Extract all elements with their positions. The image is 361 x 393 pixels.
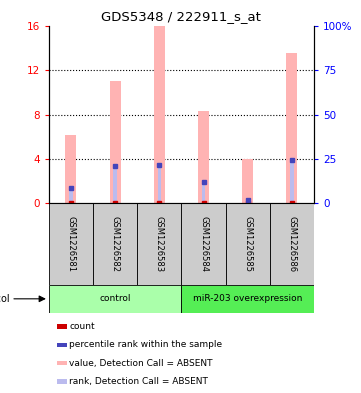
Bar <box>154 26 165 204</box>
Text: GSM1226584: GSM1226584 <box>199 216 208 272</box>
Bar <box>270 204 314 285</box>
Text: GSM1226581: GSM1226581 <box>66 216 75 272</box>
Bar <box>226 204 270 285</box>
Text: control: control <box>99 294 131 303</box>
Bar <box>57 379 67 384</box>
Text: percentile rank within the sample: percentile rank within the sample <box>69 340 222 349</box>
Text: GSM1226585: GSM1226585 <box>243 216 252 272</box>
Text: GSM1226583: GSM1226583 <box>155 216 164 272</box>
Text: protocol: protocol <box>0 294 10 304</box>
Bar <box>286 53 297 204</box>
Bar <box>49 204 93 285</box>
Bar <box>109 81 121 204</box>
Text: rank, Detection Call = ABSENT: rank, Detection Call = ABSENT <box>69 377 208 386</box>
Text: GSM1226586: GSM1226586 <box>287 216 296 272</box>
Bar <box>93 204 137 285</box>
Text: count: count <box>69 322 95 331</box>
Bar <box>57 343 67 347</box>
Title: GDS5348 / 222911_s_at: GDS5348 / 222911_s_at <box>101 10 261 23</box>
Bar <box>181 204 226 285</box>
Bar <box>242 159 253 204</box>
Bar <box>113 165 117 204</box>
Bar <box>198 111 209 204</box>
Bar <box>157 163 161 204</box>
Text: GSM1226582: GSM1226582 <box>110 216 119 272</box>
Bar <box>181 285 314 313</box>
Bar <box>65 134 77 204</box>
Bar <box>69 187 73 204</box>
Bar <box>57 361 67 365</box>
Bar <box>49 285 181 313</box>
Bar <box>246 199 249 204</box>
Bar <box>137 204 182 285</box>
Bar <box>57 325 67 329</box>
Text: value, Detection Call = ABSENT: value, Detection Call = ABSENT <box>69 359 213 367</box>
Bar <box>290 159 294 204</box>
Text: miR-203 overexpression: miR-203 overexpression <box>193 294 303 303</box>
Bar <box>202 181 205 204</box>
